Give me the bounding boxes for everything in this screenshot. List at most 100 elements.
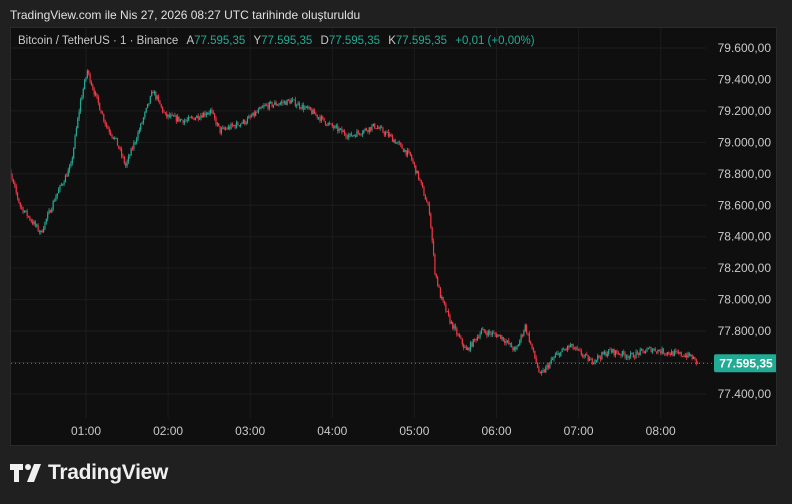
candle xyxy=(356,131,358,137)
candle xyxy=(434,253,436,274)
candle xyxy=(534,350,536,358)
candle xyxy=(235,122,238,128)
candle xyxy=(53,200,56,202)
candle xyxy=(387,132,390,137)
candlestick-chart[interactable]: 79.600,00 79.400,00 79.200,00 79.000,00 78.8… xyxy=(11,28,776,445)
time-axis-label: 04:00 xyxy=(317,424,347,438)
candle xyxy=(214,113,216,119)
candle xyxy=(175,115,177,122)
candle xyxy=(638,352,640,356)
candle xyxy=(654,348,656,352)
candle xyxy=(350,133,353,137)
candle xyxy=(100,110,102,114)
candle xyxy=(575,347,577,349)
candle xyxy=(327,123,329,126)
candle xyxy=(304,107,306,110)
candle xyxy=(500,334,502,339)
candle xyxy=(623,351,625,355)
candle xyxy=(360,134,362,136)
candle xyxy=(458,334,461,338)
candle xyxy=(602,352,604,355)
candle xyxy=(572,344,574,349)
candle xyxy=(271,102,273,107)
candle xyxy=(666,352,669,355)
chart-panel[interactable]: 79.600,00 79.400,00 79.200,00 79.000,00 78.8… xyxy=(10,27,777,446)
candle xyxy=(129,155,131,157)
candle xyxy=(22,207,24,213)
candle xyxy=(474,339,476,340)
candle xyxy=(197,115,199,120)
candle xyxy=(624,354,626,358)
candle xyxy=(450,321,452,324)
candle xyxy=(430,213,432,228)
low-value: 77.595,35 xyxy=(328,35,381,47)
candle xyxy=(367,130,369,132)
candle xyxy=(419,179,421,181)
candle xyxy=(40,230,42,233)
candle xyxy=(402,148,405,153)
candle xyxy=(315,114,317,115)
candle xyxy=(398,142,400,144)
candle xyxy=(268,102,270,109)
candle xyxy=(408,150,410,152)
candle xyxy=(172,115,175,117)
candle xyxy=(583,355,585,357)
candle xyxy=(233,125,235,127)
candle xyxy=(590,358,592,360)
candle xyxy=(595,359,597,361)
candle xyxy=(311,109,313,114)
candle xyxy=(16,192,19,199)
price-axis-label: 78.600,00 xyxy=(718,198,772,212)
candle xyxy=(19,202,21,207)
candle xyxy=(287,99,290,101)
price-axis-label: 79.000,00 xyxy=(718,135,772,149)
candle xyxy=(426,199,428,203)
price-axis-label: 78.200,00 xyxy=(718,261,772,275)
candle xyxy=(257,109,260,113)
price-axis-label: 77.400,00 xyxy=(718,387,772,401)
candle xyxy=(270,102,272,104)
candle xyxy=(681,355,684,357)
candle xyxy=(170,114,172,117)
change-value: +0,01 (+0,00%) xyxy=(455,35,535,47)
candle xyxy=(56,193,58,197)
candle xyxy=(218,123,220,127)
candle xyxy=(483,328,485,332)
candle xyxy=(541,371,543,373)
high-value: 77.595,35 xyxy=(261,35,313,47)
candle xyxy=(668,352,670,355)
candle xyxy=(237,122,239,126)
candle xyxy=(504,340,506,343)
candle xyxy=(469,342,472,351)
candle xyxy=(614,350,617,356)
symbol-name[interactable]: Bitcoin / TetherUS · 1 · Binance xyxy=(18,35,179,47)
candle xyxy=(587,355,589,361)
candle xyxy=(437,276,439,286)
candle xyxy=(25,210,27,212)
candle xyxy=(207,113,209,115)
candle xyxy=(185,120,187,122)
candle xyxy=(380,127,383,128)
candle xyxy=(627,356,629,358)
close-label: K xyxy=(388,35,396,47)
candle xyxy=(435,273,437,277)
candle xyxy=(182,120,184,124)
candle xyxy=(47,213,49,219)
candle xyxy=(18,198,20,203)
candle xyxy=(324,121,327,125)
candle xyxy=(480,329,483,334)
candle xyxy=(144,112,146,118)
candle xyxy=(479,333,481,338)
candle xyxy=(609,349,611,351)
candle xyxy=(560,351,562,357)
candle xyxy=(516,346,518,350)
candle xyxy=(352,135,354,137)
candle xyxy=(101,113,104,115)
candle xyxy=(122,155,124,157)
candle xyxy=(115,137,117,139)
candle xyxy=(188,116,190,120)
candle xyxy=(651,349,654,352)
candle xyxy=(491,332,493,335)
candle xyxy=(55,196,57,201)
candle xyxy=(643,350,645,354)
